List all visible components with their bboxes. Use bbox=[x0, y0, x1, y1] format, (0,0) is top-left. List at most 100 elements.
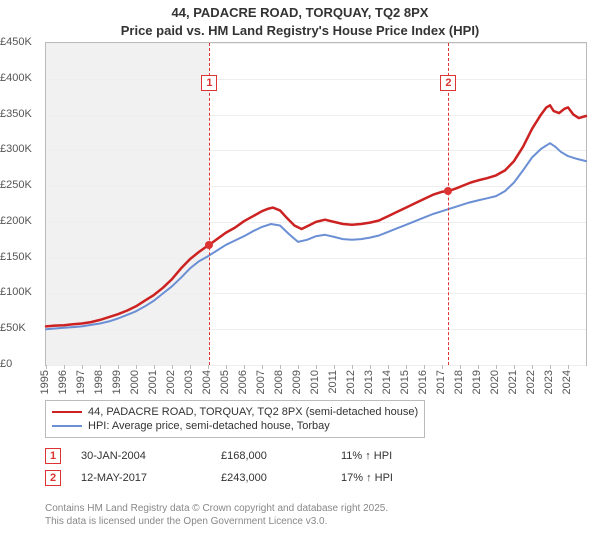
x-tick bbox=[154, 365, 155, 369]
data-attribution-footnote: Contains HM Land Registry data © Crown c… bbox=[45, 502, 388, 528]
x-tick bbox=[226, 365, 227, 369]
sale-marker-badge: 2 bbox=[440, 75, 456, 91]
x-tick-label: 2020 bbox=[489, 370, 501, 394]
chart-title: 44, PADACRE ROAD, TORQUAY, TQ2 8PX Price… bbox=[0, 0, 600, 39]
sale-marker-line bbox=[209, 43, 210, 365]
sales-table: 1 30-JAN-2004 £168,000 11% ↑ HPI 2 12-MAY-201… bbox=[45, 448, 441, 492]
x-tick bbox=[334, 365, 335, 369]
x-tick bbox=[190, 365, 191, 369]
x-tick-label: 2004 bbox=[201, 370, 213, 394]
sales-row: 2 12-MAY-2017 £243,000 17% ↑ HPI bbox=[45, 470, 441, 486]
x-tick bbox=[514, 365, 515, 369]
x-tick bbox=[370, 365, 371, 369]
x-tick-label: 2001 bbox=[147, 370, 159, 394]
x-tick-label: 2013 bbox=[363, 370, 375, 394]
series-price_paid bbox=[46, 105, 586, 326]
x-tick-label: 2021 bbox=[507, 370, 519, 394]
y-tick-label: £50K bbox=[0, 322, 41, 334]
x-tick bbox=[316, 365, 317, 369]
legend-swatch bbox=[52, 425, 82, 427]
x-tick bbox=[280, 365, 281, 369]
sales-row-delta: 17% ↑ HPI bbox=[341, 472, 441, 484]
x-tick bbox=[424, 365, 425, 369]
x-tick-label: 2014 bbox=[381, 370, 393, 394]
sale-marker-badge: 1 bbox=[201, 75, 217, 91]
y-tick-label: £400K bbox=[0, 72, 41, 84]
chart-series-svg bbox=[46, 43, 586, 365]
legend-swatch bbox=[52, 411, 82, 413]
x-tick-label: 2016 bbox=[417, 370, 429, 394]
x-tick bbox=[82, 365, 83, 369]
x-tick-label: 2009 bbox=[291, 370, 303, 394]
x-tick bbox=[406, 365, 407, 369]
x-tick-label: 2024 bbox=[561, 370, 573, 394]
x-tick bbox=[64, 365, 65, 369]
x-tick bbox=[262, 365, 263, 369]
x-tick-label: 2018 bbox=[453, 370, 465, 394]
x-tick bbox=[460, 365, 461, 369]
x-tick-label: 1998 bbox=[93, 370, 105, 394]
x-tick-label: 2012 bbox=[345, 370, 357, 394]
x-tick bbox=[388, 365, 389, 369]
x-tick-label: 1996 bbox=[57, 370, 69, 394]
sales-row-date: 30-JAN-2004 bbox=[81, 450, 201, 462]
x-tick bbox=[442, 365, 443, 369]
legend-label: 44, PADACRE ROAD, TORQUAY, TQ2 8PX (semi… bbox=[88, 406, 418, 418]
x-tick-label: 2017 bbox=[435, 370, 447, 394]
y-tick-label: £0 bbox=[0, 358, 41, 370]
x-tick-label: 2015 bbox=[399, 370, 411, 394]
sale-marker-line bbox=[448, 43, 449, 365]
x-tick bbox=[172, 365, 173, 369]
x-tick bbox=[100, 365, 101, 369]
sales-row-price: £168,000 bbox=[221, 450, 321, 462]
x-tick bbox=[496, 365, 497, 369]
x-tick-label: 1997 bbox=[75, 370, 87, 394]
x-tick-label: 1999 bbox=[111, 370, 123, 394]
x-tick bbox=[46, 365, 47, 369]
x-tick bbox=[244, 365, 245, 369]
y-tick-label: £200K bbox=[0, 215, 41, 227]
x-tick bbox=[298, 365, 299, 369]
y-tick-label: £450K bbox=[0, 36, 41, 48]
legend-row: 44, PADACRE ROAD, TORQUAY, TQ2 8PX (semi… bbox=[52, 405, 418, 419]
sales-row-delta: 11% ↑ HPI bbox=[341, 450, 441, 462]
sales-row-badge: 2 bbox=[45, 470, 61, 486]
legend-row: HPI: Average price, semi-detached house,… bbox=[52, 419, 418, 433]
y-tick-label: £150K bbox=[0, 251, 41, 263]
y-tick-label: £350K bbox=[0, 108, 41, 120]
sales-row-price: £243,000 bbox=[221, 472, 321, 484]
x-tick bbox=[208, 365, 209, 369]
x-tick-label: 1995 bbox=[39, 370, 51, 394]
x-tick bbox=[532, 365, 533, 369]
x-tick bbox=[136, 365, 137, 369]
x-tick-label: 2003 bbox=[183, 370, 195, 394]
title-line-1: 44, PADACRE ROAD, TORQUAY, TQ2 8PX bbox=[172, 5, 429, 20]
x-tick-label: 2002 bbox=[165, 370, 177, 394]
x-tick-label: 2010 bbox=[309, 370, 321, 394]
x-tick bbox=[352, 365, 353, 369]
x-tick-label: 2005 bbox=[219, 370, 231, 394]
legend-label: HPI: Average price, semi-detached house,… bbox=[88, 420, 330, 432]
x-tick bbox=[118, 365, 119, 369]
x-tick bbox=[568, 365, 569, 369]
x-tick-label: 2007 bbox=[255, 370, 267, 394]
x-tick bbox=[550, 365, 551, 369]
sales-row: 1 30-JAN-2004 £168,000 11% ↑ HPI bbox=[45, 448, 441, 464]
y-tick-label: £300K bbox=[0, 143, 41, 155]
y-tick-label: £250K bbox=[0, 179, 41, 191]
chart-plot-area: 12 bbox=[45, 42, 587, 366]
x-tick bbox=[478, 365, 479, 369]
y-tick-label: £100K bbox=[0, 286, 41, 298]
x-tick-label: 2022 bbox=[525, 370, 537, 394]
x-tick-label: 2019 bbox=[471, 370, 483, 394]
chart-legend: 44, PADACRE ROAD, TORQUAY, TQ2 8PX (semi… bbox=[45, 400, 425, 438]
x-tick-label: 2011 bbox=[327, 370, 339, 394]
sales-row-badge: 1 bbox=[45, 448, 61, 464]
x-tick-label: 2023 bbox=[543, 370, 555, 394]
x-tick-label: 2000 bbox=[129, 370, 141, 394]
x-tick-label: 2008 bbox=[273, 370, 285, 394]
sale-marker-dot bbox=[444, 187, 452, 195]
title-line-2: Price paid vs. HM Land Registry's House … bbox=[121, 23, 480, 38]
footnote-line-2: This data is licensed under the Open Gov… bbox=[45, 516, 327, 527]
sales-row-date: 12-MAY-2017 bbox=[81, 472, 201, 484]
